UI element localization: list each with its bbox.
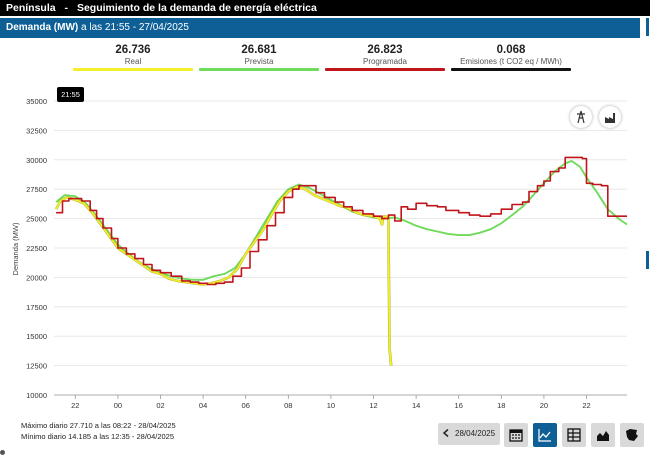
current-date: 28/04/2025 — [455, 429, 496, 438]
table-view-button[interactable] — [562, 423, 586, 447]
x-tick-label: 02 — [156, 401, 164, 410]
y-tick-label: 27500 — [26, 185, 47, 194]
time-tooltip: 21:55 — [57, 87, 84, 102]
legend-real[interactable]: 26.736 Real — [73, 44, 193, 71]
region-label: Península — [6, 2, 56, 14]
x-tick-label: 16 — [455, 401, 463, 410]
series-real-shadow — [54, 185, 393, 366]
y-axis-label: Demanda (MW) — [11, 222, 20, 275]
side-indicator-top — [646, 18, 649, 36]
y-tick-label: 35000 — [26, 97, 47, 106]
legend-programada-value: 26.823 — [367, 44, 403, 56]
x-tick-label: 12 — [369, 401, 377, 410]
x-tick-label: 20 — [540, 401, 548, 410]
y-tick-label: 15000 — [26, 332, 47, 341]
x-tick-label: 06 — [242, 401, 250, 410]
series-line-programada[interactable] — [56, 156, 627, 286]
x-tick-label: 22 — [71, 401, 79, 410]
power-tower-button[interactable] — [570, 106, 592, 128]
y-tick-label: 22500 — [26, 244, 47, 253]
x-tick-label: 00 — [114, 401, 122, 410]
x-tick-label: 22 — [582, 401, 590, 410]
legend-prevista-value: 26.681 — [241, 44, 277, 56]
area-chart-view-button[interactable] — [591, 423, 615, 447]
factory-button[interactable] — [599, 106, 621, 128]
chart-grid — [54, 100, 627, 396]
x-axis: 22 00 02 04 06 08 10 12 14 16 18 20 22 — [54, 394, 627, 410]
y-tick-label: 10000 — [26, 391, 47, 400]
chevron-left-icon[interactable] — [442, 429, 450, 437]
y-tick-label: 20000 — [26, 273, 47, 282]
corner-dot — [0, 450, 5, 455]
x-tick-label: 08 — [284, 401, 292, 410]
legend-real-value: 26.736 — [115, 44, 151, 56]
factory-icon — [605, 113, 615, 123]
x-tick-label: 14 — [412, 401, 420, 410]
y-tick-label: 30000 — [26, 156, 47, 165]
y-tick-label: 17500 — [26, 303, 47, 312]
map-view-button[interactable] — [620, 423, 644, 447]
chart-series — [54, 156, 628, 366]
page-title: Seguimiento de la demanda de energía elé… — [76, 2, 317, 14]
spain-map-icon — [626, 429, 638, 441]
chart-title: Demanda (MW) — [6, 22, 79, 33]
date-picker[interactable]: 28/04/2025 — [438, 423, 500, 445]
legend-prevista[interactable]: 26.681 Prevista — [199, 44, 319, 71]
y-axis: 35000 32500 30000 27500 25000 22500 20000 17500… — [26, 97, 47, 400]
window-title-bar: Península - Seguimiento de la demanda de… — [0, 0, 650, 16]
side-indicator-middle — [646, 251, 649, 269]
legend-real-label: Real — [124, 57, 142, 66]
x-tick-label: 10 — [327, 401, 335, 410]
legend-emisiones[interactable]: 0.068 Emisiones (t CO2 eq / MWh) — [451, 44, 571, 71]
legend-programada-swatch — [325, 68, 445, 71]
line-chart-view-button[interactable] — [533, 423, 557, 447]
title-separator: - — [64, 2, 69, 14]
daily-max: Máximo diario 27.710 a las 08:22 - 28/04… — [21, 421, 176, 430]
x-tick-label: 04 — [199, 401, 207, 410]
legend-emisiones-swatch — [451, 68, 571, 71]
y-tick-label: 32500 — [26, 126, 47, 135]
table-icon — [567, 428, 581, 442]
y-tick-label: 25000 — [26, 215, 47, 224]
legend-emisiones-value: 0.068 — [496, 44, 526, 56]
chart-subtitle: a las 21:55 - 27/04/2025 — [81, 22, 189, 33]
series-line-prevista[interactable] — [55, 160, 628, 281]
legend-prevista-label: Prevista — [244, 57, 274, 66]
area-chart-icon — [597, 431, 609, 441]
line-chart-icon — [538, 429, 551, 442]
daily-min: Mínimo diario 14.185 a las 12:35 - 28/04… — [21, 432, 175, 441]
legend-programada[interactable]: 26.823 Programada — [325, 44, 445, 71]
power-tower-icon — [577, 110, 585, 124]
calendar-view-button[interactable] — [504, 423, 528, 447]
x-tick-label: 18 — [497, 401, 505, 410]
y-tick-label: 12500 — [26, 362, 47, 371]
calendar-icon — [509, 429, 523, 442]
legend-real-swatch — [73, 68, 193, 71]
chart-header-bar: Demanda (MW) a las 21:55 - 27/04/2025 — [0, 18, 640, 38]
series-line-real[interactable] — [55, 185, 393, 366]
legend-prevista-swatch — [199, 68, 319, 71]
legend-emisiones-label: Emisiones (t CO2 eq / MWh) — [460, 57, 562, 66]
legend-programada-label: Programada — [362, 57, 408, 66]
